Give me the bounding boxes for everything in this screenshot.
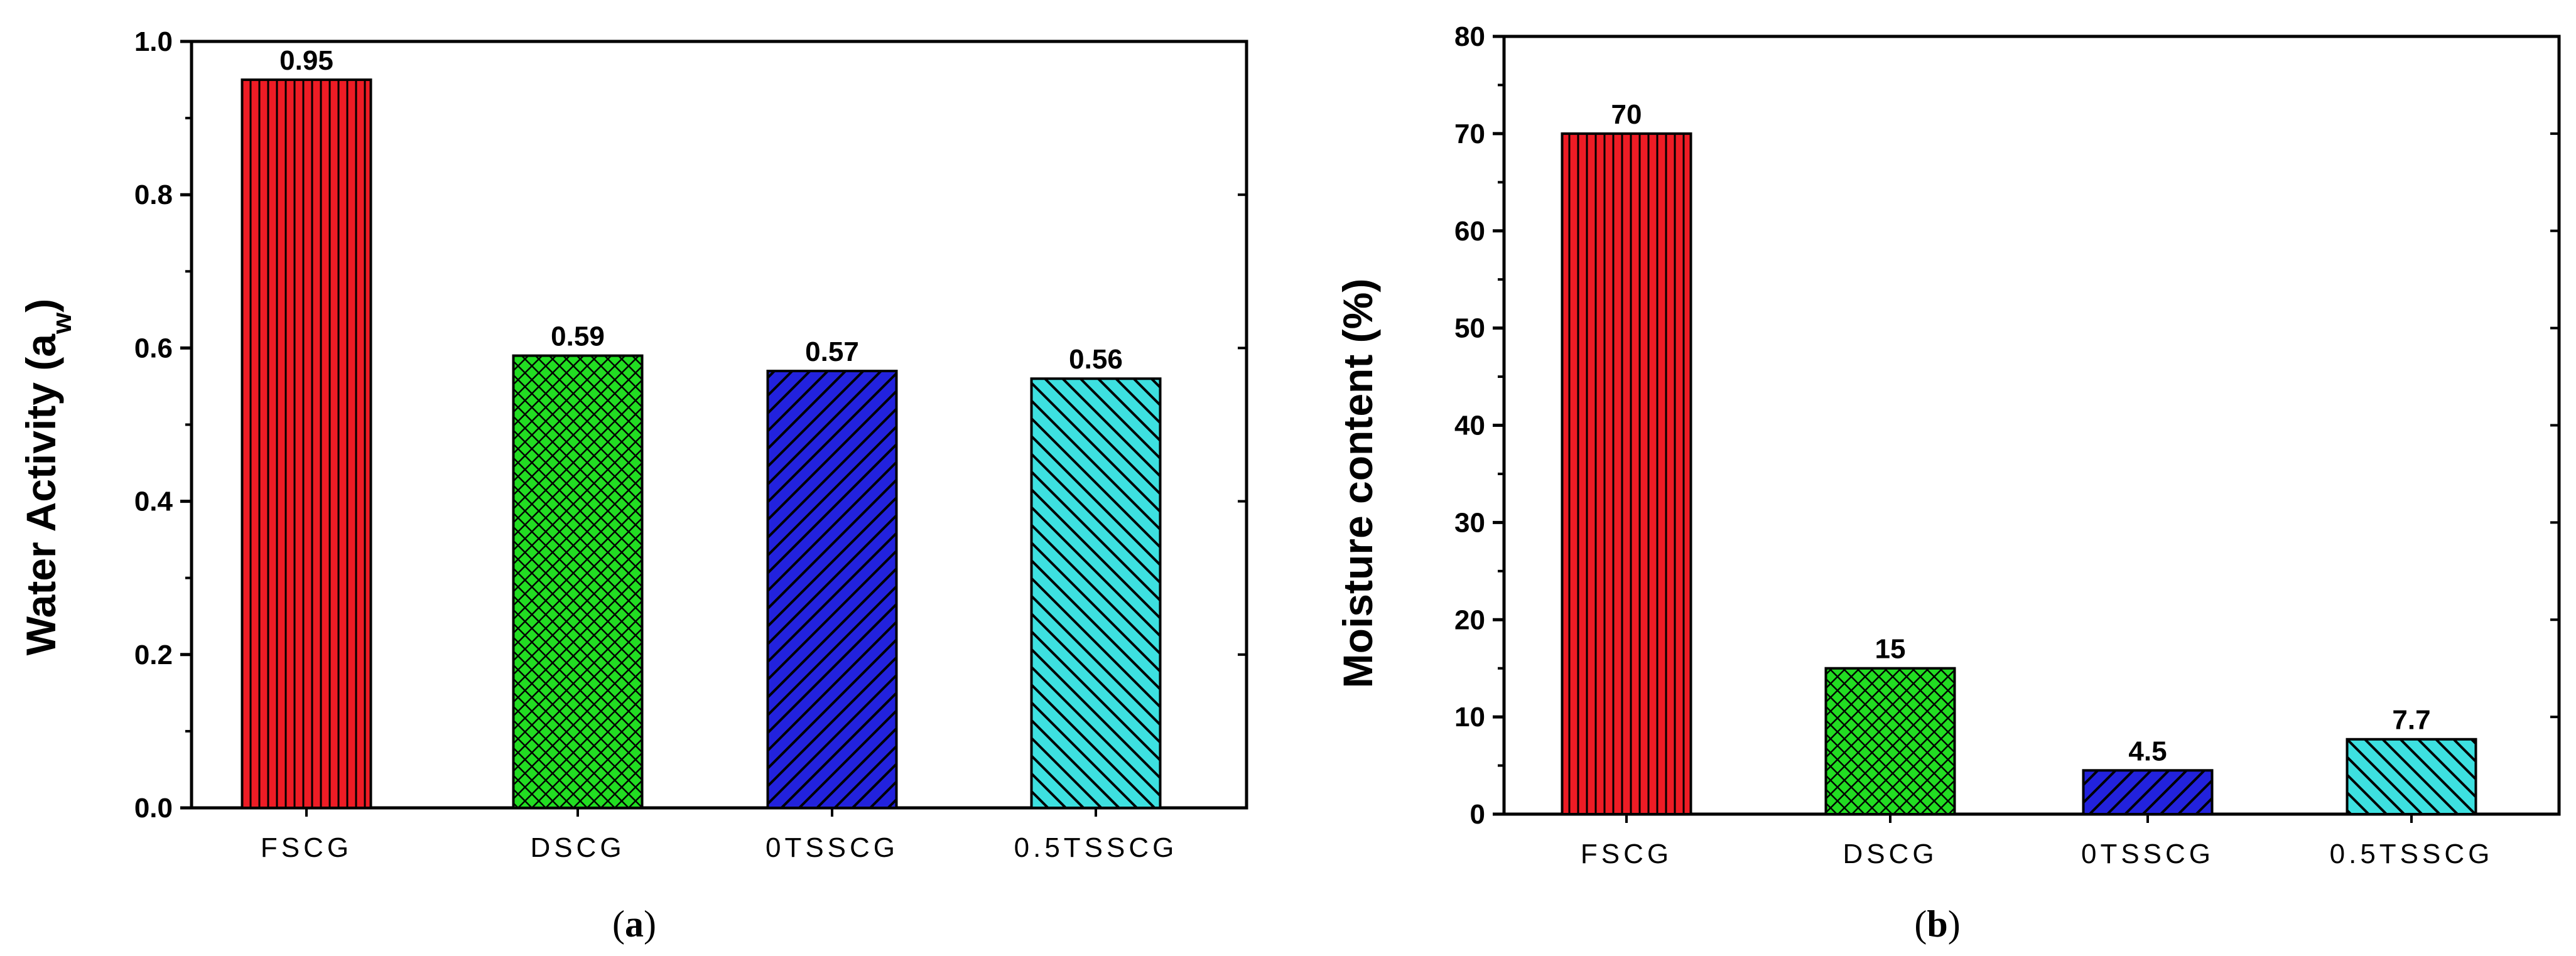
panel-a-data-label-0TSSCG: 0.57 [805,336,859,367]
panel-a-x-tick-label-FSCG: FSCG [261,832,352,863]
panel-b-x-tick-label-FSCG: FSCG [1581,839,1672,869]
panel-b-y-tick-label: 60 [1454,216,1485,247]
panel-b-bar-FSCG [1561,132,1692,815]
panel-b-x-tick-label-DSCG: DSCG [1843,839,1937,869]
panel-b-chart: Moisture content (%) 0 10 20 30 40 50 60 70 80 70… [1334,21,2561,945]
panel-a-y-tick-label: 0.4 [134,486,173,517]
panel-a-plot-area: 0.0 0.2 0.4 0.6 0.8 1.0 0.95 FSCG 0.59 DSCG 0.57 0T… [134,26,1248,863]
panel-b-bar-0TSSCG [2082,769,2214,816]
panel-b-data-label-FSCG: 70 [1611,99,1642,130]
panel-a-bar-0TSSCG [766,370,898,809]
panel-a-x-tick-label-DSCG: DSCG [530,832,625,863]
panel-a-data-label-FSCG: 0.95 [279,45,333,76]
panel-a-y-tick-label: 0.0 [134,793,173,824]
panel-a-data-label-0.5TSSCG: 0.56 [1069,344,1123,375]
panel-b-y-tick-label: 0 [1470,799,1485,830]
panel-b-y-tick-label: 80 [1454,21,1485,52]
panel-a-y-tick-label: 0.6 [134,333,173,363]
panel-a-y-axis-title: Water Activity (aw) [18,299,77,655]
panel-b-bar-DSCG [1824,667,1956,815]
panel-a-x-tick-label-0TSSCG: 0TSSCG [766,832,899,863]
panel-b-data-label-0.5TSSCG: 7.7 [2392,705,2430,736]
panel-b-y-tick-label: 30 [1454,507,1485,538]
panel-b-y-axis-title: Moisture content (%) [1334,279,1381,689]
panel-a-y-tick-label: 0.8 [134,180,173,210]
panel-b-data-label-DSCG: 15 [1875,634,1906,665]
panel-b-y-tick-label: 10 [1454,702,1485,733]
panel-b-data-label-0TSSCG: 4.5 [2128,736,2167,766]
panel-a-caption: (a) [612,903,656,945]
panel-b-y-tick-label: 70 [1454,119,1485,149]
panel-b-x-tick-label-0.5TSSCG: 0.5TSSCG [2330,839,2494,869]
panel-b-y-tick-label: 40 [1454,411,1485,441]
panel-b-y-tick-label: 20 [1454,604,1485,635]
panel-a-data-label-DSCG: 0.59 [551,321,605,352]
panel-a-x-tick-label-0.5TSSCG: 0.5TSSCG [1014,832,1178,863]
panel-a-bar-0.5TSSCG [1030,377,1162,809]
panel-b-bar-0.5TSSCG [2346,738,2477,815]
panel-a-y-tick-label: 0.2 [134,640,173,670]
panel-b-plot-area: 0 10 20 30 40 50 60 70 80 70 FSCG 15 DSCG 4.5 0TSSCG 7.… [1454,21,2561,869]
panel-b-y-tick-label: 50 [1454,313,1485,344]
panel-a-bar-DSCG [512,354,644,809]
panel-a-y-tick-label: 1.0 [134,26,173,57]
panel-a-bar-FSCG [241,78,372,809]
panel-b-x-tick-label-0TSSCG: 0TSSCG [2081,839,2214,869]
panel-b-caption: (b) [1914,903,1960,945]
panel-a-chart: Water Activity (aw) 0.00.20.40.60.81.00.… [18,26,1248,945]
